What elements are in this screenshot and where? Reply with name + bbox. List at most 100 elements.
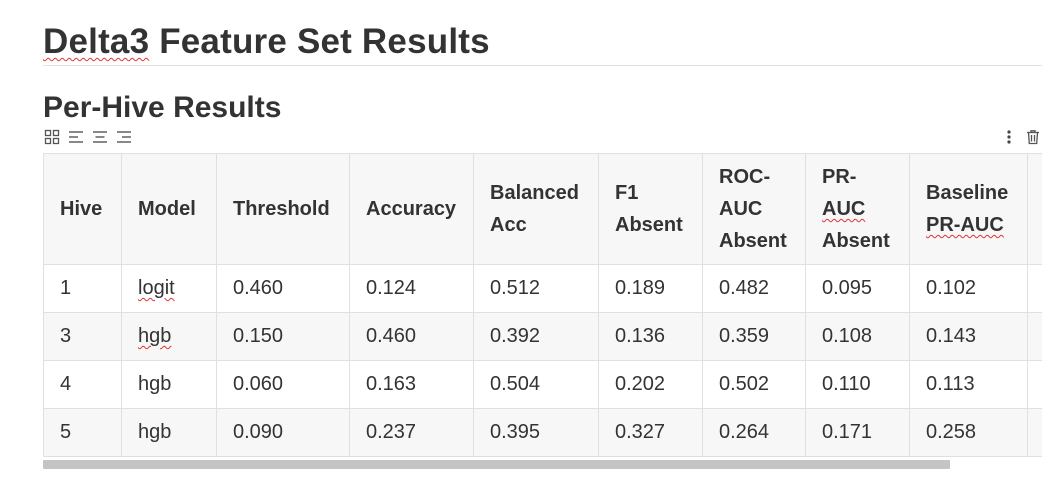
column-header-text: Acc [490, 214, 527, 236]
cell-text: 0.482 [719, 277, 770, 299]
table-cell[interactable]: 0.108 [805, 312, 910, 361]
table-cell[interactable]: 0.136 [598, 312, 703, 361]
cell-text: 0.202 [615, 373, 666, 395]
table-cell[interactable]: 0.143 [909, 312, 1028, 361]
column-header-text: PR- [822, 166, 857, 188]
column-header[interactable]: Accuracy [349, 153, 474, 265]
cell-text: 4 [60, 373, 72, 395]
cell-text: 0.163 [366, 373, 417, 395]
table-cell[interactable]: 0.102 [909, 264, 1028, 313]
column-header-text: Baseline [926, 182, 1009, 204]
table-toolbar [43, 128, 1042, 148]
table-cell[interactable] [1027, 312, 1042, 361]
cell-text: 0.090 [233, 421, 284, 443]
table-cell[interactable]: logit [121, 264, 217, 313]
cell-text: 3 [60, 325, 72, 347]
table-cell[interactable] [1027, 264, 1042, 313]
table-cell[interactable] [1027, 360, 1042, 409]
table-cell[interactable]: 0.460 [349, 312, 474, 361]
cell-text: hgb [138, 421, 172, 443]
table-cell[interactable]: 0.189 [598, 264, 703, 313]
table-cell[interactable]: 0.171 [805, 408, 910, 457]
cell-text: 5 [60, 421, 72, 443]
align-right-icon[interactable] [115, 128, 133, 146]
trash-icon[interactable] [1024, 128, 1042, 146]
cell-text: 0.095 [822, 277, 873, 299]
table-cell[interactable]: 0.502 [702, 360, 806, 409]
table-header-row: Hive Model Threshold Accuracy Balanced Acc F1 A… [43, 153, 1042, 265]
table-cell[interactable]: 0.110 [805, 360, 910, 409]
table-cell[interactable]: hgb [121, 360, 217, 409]
table-cell[interactable] [1027, 408, 1042, 457]
column-header-text: Threshold [233, 198, 330, 220]
table-row: 4 hgb 0.060 0.163 0.504 0.202 0.502 0.110 0.113 [43, 360, 1042, 409]
table-cell[interactable]: 0.150 [216, 312, 350, 361]
table-cell[interactable]: 0.359 [702, 312, 806, 361]
table-cell[interactable]: hgb [121, 312, 217, 361]
column-header-text: Absent [719, 230, 787, 252]
page-title-prefix: Delta3 [43, 22, 150, 61]
table-cell[interactable]: 1 [43, 264, 122, 313]
column-header[interactable]: PR- AUC Absent [805, 153, 910, 265]
cell-text: 0.143 [926, 325, 977, 347]
cell-text: 0.359 [719, 325, 770, 347]
column-header[interactable]: Baseline PR-AUC [909, 153, 1028, 265]
cell-text: 0.264 [719, 421, 770, 443]
table-cell[interactable]: 0.090 [216, 408, 350, 457]
column-header-text: AUC [822, 198, 866, 220]
column-header[interactable]: Model [121, 153, 217, 265]
table-cell[interactable]: 0.264 [702, 408, 806, 457]
table-cell[interactable]: 0.095 [805, 264, 910, 313]
more-vertical-icon[interactable] [1000, 128, 1018, 146]
table-cell[interactable]: 0.237 [349, 408, 474, 457]
toolbar-right [1000, 128, 1042, 146]
column-header-text: F1 [615, 182, 639, 204]
cell-text: 0.150 [233, 325, 284, 347]
table-cell[interactable]: 0.060 [216, 360, 350, 409]
column-header[interactable]: Balanced Acc [473, 153, 599, 265]
table-cell[interactable]: hgb [121, 408, 217, 457]
table-cell[interactable]: 0.512 [473, 264, 599, 313]
cell-text: 0.502 [719, 373, 770, 395]
column-header-text: AUC [719, 198, 763, 220]
table-cell[interactable]: 0.163 [349, 360, 474, 409]
table-cell[interactable]: 0.327 [598, 408, 703, 457]
cell-text: 0.171 [822, 421, 873, 443]
column-header-text: ROC- [719, 166, 771, 188]
per-hive-results-table: Hive Model Threshold Accuracy Balanced Acc F1 A… [43, 153, 1042, 457]
cell-text: 0.113 [926, 373, 975, 395]
cell-text: 0.327 [615, 421, 666, 443]
table-cell[interactable]: 3 [43, 312, 122, 361]
column-header[interactable] [1027, 153, 1042, 265]
column-header[interactable]: Hive [43, 153, 122, 265]
table-row: 3 hgb 0.150 0.460 0.392 0.136 0.359 0.108 0.143 [43, 312, 1042, 361]
table-cell[interactable]: 0.460 [216, 264, 350, 313]
page-title: Delta3 Feature Set Results [43, 18, 490, 66]
table-cell[interactable]: 0.482 [702, 264, 806, 313]
table-cell[interactable]: 0.504 [473, 360, 599, 409]
table-body: 1 logit 0.460 0.124 0.512 0.189 0.482 0.095 0.10… [43, 264, 1042, 457]
cell-text: 1 [60, 277, 72, 299]
column-header-text: Balanced [490, 182, 579, 204]
column-header[interactable]: ROC- AUC Absent [702, 153, 806, 265]
column-header-text: Accuracy [366, 198, 457, 220]
table-cell[interactable]: 0.392 [473, 312, 599, 361]
table-cell[interactable]: 0.124 [349, 264, 474, 313]
grid-icon[interactable] [43, 128, 61, 146]
align-left-icon[interactable] [67, 128, 85, 146]
page-title-rest: Feature Set Results [149, 22, 490, 61]
table-cell[interactable]: 0.113 [909, 360, 1028, 409]
cell-text: 0.258 [926, 421, 977, 443]
align-center-icon[interactable] [91, 128, 109, 146]
table-cell[interactable]: 4 [43, 360, 122, 409]
cell-text: 0.110 [822, 373, 871, 395]
table-cell[interactable]: 0.395 [473, 408, 599, 457]
table-cell[interactable]: 0.258 [909, 408, 1028, 457]
table-row: 5 hgb 0.090 0.237 0.395 0.327 0.264 0.171 0.258 [43, 408, 1042, 457]
column-header[interactable]: Threshold [216, 153, 350, 265]
horizontal-scrollbar[interactable] [43, 460, 950, 469]
cell-text: 0.108 [822, 325, 873, 347]
column-header[interactable]: F1 Absent [598, 153, 703, 265]
table-cell[interactable]: 5 [43, 408, 122, 457]
table-cell[interactable]: 0.202 [598, 360, 703, 409]
